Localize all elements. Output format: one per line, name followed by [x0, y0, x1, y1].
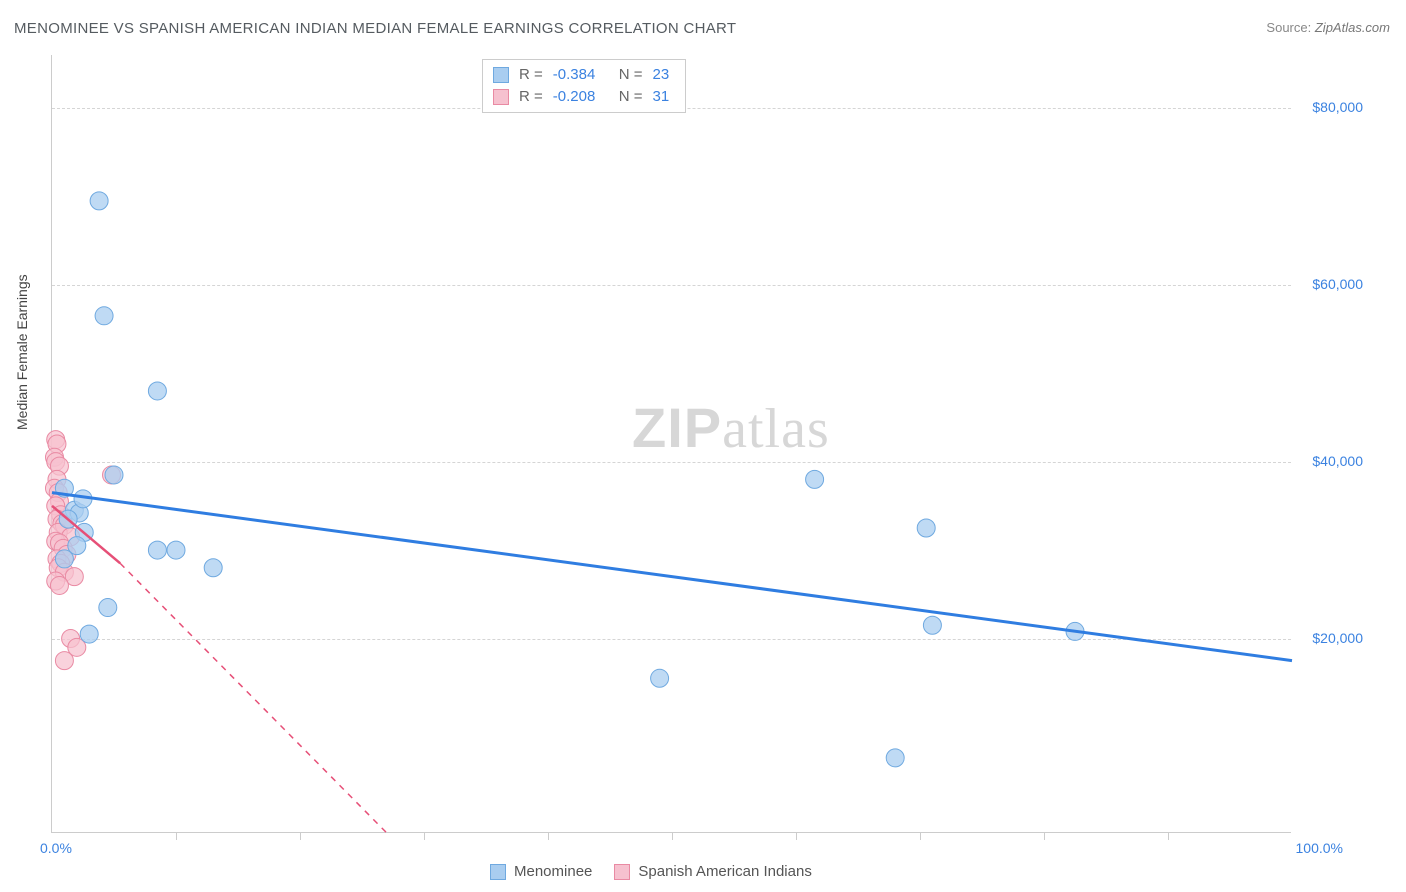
point-menominee[interactable] — [148, 541, 166, 559]
point-menominee[interactable] — [95, 307, 113, 325]
x-tick-min: 0.0% — [40, 840, 72, 856]
swatch-spanish — [614, 864, 630, 880]
y-axis-label: Median Female Earnings — [14, 274, 30, 430]
x-tick — [424, 832, 425, 840]
legend-label-spanish: Spanish American Indians — [638, 863, 811, 880]
stats-legend: R = -0.384 N = 23 R = -0.208 N = 31 — [482, 59, 686, 113]
n-value-spanish: 31 — [653, 86, 675, 108]
y-tick-label: $60,000 — [1298, 276, 1363, 292]
point-menominee[interactable] — [651, 669, 669, 687]
swatch-spanish — [493, 89, 509, 105]
point-spanish[interactable] — [55, 652, 73, 670]
point-menominee[interactable] — [917, 519, 935, 537]
trendline — [52, 493, 1292, 661]
x-tick — [672, 832, 673, 840]
y-tick-label: $20,000 — [1298, 630, 1363, 646]
plot-area: ZIPatlas $20,000$40,000$60,000$80,000 0.… — [51, 55, 1291, 833]
x-tick — [176, 832, 177, 840]
chart-title: MENOMINEE VS SPANISH AMERICAN INDIAN MED… — [14, 20, 736, 37]
source-value: ZipAtlas.com — [1315, 20, 1390, 35]
r-value-menominee: -0.384 — [553, 64, 609, 86]
point-menominee[interactable] — [80, 625, 98, 643]
point-menominee[interactable] — [167, 541, 185, 559]
r-label: R = — [519, 86, 543, 108]
y-tick-label: $80,000 — [1298, 99, 1363, 115]
x-tick — [548, 832, 549, 840]
chart-container: MENOMINEE VS SPANISH AMERICAN INDIAN MED… — [0, 0, 1406, 892]
n-value-menominee: 23 — [653, 64, 675, 86]
r-value-spanish: -0.208 — [553, 86, 609, 108]
swatch-menominee — [490, 864, 506, 880]
x-tick — [1044, 832, 1045, 840]
trendline — [120, 563, 387, 833]
stats-row-menominee: R = -0.384 N = 23 — [493, 64, 675, 86]
y-tick-label: $40,000 — [1298, 453, 1363, 469]
point-menominee[interactable] — [923, 616, 941, 634]
point-menominee[interactable] — [90, 192, 108, 210]
n-label: N = — [619, 86, 643, 108]
point-menominee[interactable] — [806, 470, 824, 488]
x-tick-max: 100.0% — [1296, 840, 1343, 856]
point-menominee[interactable] — [105, 466, 123, 484]
legend-item-spanish: Spanish American Indians — [614, 863, 811, 880]
point-menominee[interactable] — [148, 382, 166, 400]
plot-svg — [52, 55, 1291, 832]
stats-row-spanish: R = -0.208 N = 31 — [493, 86, 675, 108]
x-tick — [300, 832, 301, 840]
n-label: N = — [619, 64, 643, 86]
point-menominee[interactable] — [99, 599, 117, 617]
point-menominee[interactable] — [886, 749, 904, 767]
x-tick — [920, 832, 921, 840]
source-label: Source: — [1266, 20, 1311, 35]
point-spanish[interactable] — [50, 576, 68, 594]
x-tick — [1168, 832, 1169, 840]
point-menominee[interactable] — [55, 550, 73, 568]
legend-item-menominee: Menominee — [490, 863, 592, 880]
r-label: R = — [519, 64, 543, 86]
swatch-menominee — [493, 67, 509, 83]
point-menominee[interactable] — [204, 559, 222, 577]
x-tick — [796, 832, 797, 840]
series-legend: Menominee Spanish American Indians — [490, 863, 812, 880]
source-attribution: Source: ZipAtlas.com — [1266, 20, 1390, 35]
legend-label-menominee: Menominee — [514, 863, 592, 880]
